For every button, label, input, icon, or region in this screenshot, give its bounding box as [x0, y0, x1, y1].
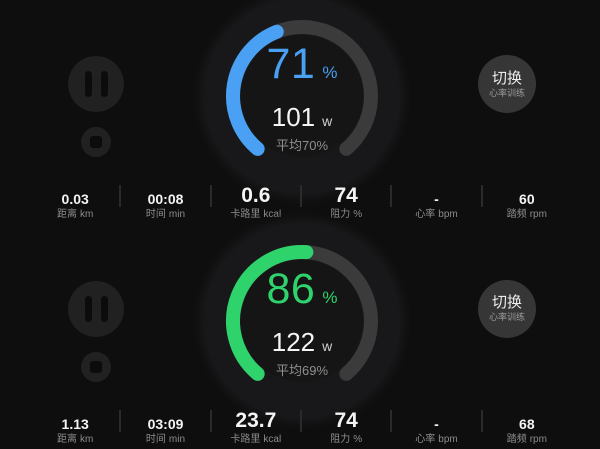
- switch-label: 切换: [491, 69, 522, 87]
- stats-row: 0.03 距离 km 00:08 时间 min 0.6 卡路里 kcal 74 阻力%…: [30, 184, 572, 222]
- gauge-progress-arc: [226, 244, 314, 381]
- power-gauge-ring: [226, 20, 378, 157]
- stop-button[interactable]: [81, 351, 111, 382]
- stat-cadence: 68 踏频 rpm: [480, 409, 572, 447]
- switch-mode-button[interactable]: 切换 心率训练: [478, 55, 536, 113]
- stat-heart-rate: - 心率 bpm: [390, 409, 481, 447]
- stop-icon: [90, 360, 102, 373]
- stat-heart-rate: - 心率 bpm: [390, 184, 481, 222]
- pause-icon: [100, 71, 108, 97]
- pause-icon: [84, 71, 92, 97]
- stat-time: 00:08 时间 min: [119, 184, 210, 222]
- stat-distance: 1.13 距离 km: [56, 415, 94, 445]
- workout-panel-bottom: 86 % 122 w 平均69% 切换 心率训练 1.13 距离 km 03:09…: [0, 210, 600, 449]
- gauge-progress-arc: [226, 24, 284, 156]
- pause-icon: [84, 295, 92, 322]
- transport-controls: [68, 280, 124, 382]
- switch-sublabel: 心率训练: [488, 312, 525, 322]
- stat-distance: 0.03 距离 km: [56, 191, 94, 220]
- stats-row: 1.13 距离 km 03:09 时间 min 23.7 卡路里 kcal 74 阻力…: [30, 409, 572, 447]
- power-gauge: 86 % 122 w 平均69%: [192, 210, 412, 431]
- stat-time: 03:09 时间 min: [119, 409, 210, 447]
- switch-mode-button[interactable]: 切换 心率训练: [478, 279, 536, 338]
- stop-button[interactable]: [81, 127, 111, 157]
- gauge-inner-disc: [241, 35, 363, 157]
- switch-label: 切换: [491, 294, 522, 311]
- power-gauge-ring: [226, 244, 378, 382]
- pause-button[interactable]: [68, 56, 124, 112]
- workout-panel-top: 71 % 101 w 平均70% 切换 心率训练 0.03 距离 km 00:08…: [30, 0, 572, 222]
- switch-sublabel: 心率训练: [488, 87, 525, 98]
- stat-resistance: 74 阻力%: [299, 409, 391, 447]
- gauge-inner-disc: [241, 259, 363, 382]
- stop-icon: [90, 136, 102, 148]
- pause-button[interactable]: [68, 280, 124, 337]
- stat-calories: 23.7 卡路里 kcal: [209, 409, 301, 447]
- stat-cadence: 60 踏频 rpm: [480, 184, 572, 222]
- pause-icon: [100, 295, 108, 322]
- transport-controls: [68, 56, 124, 157]
- power-gauge: 71 % 101 w 平均70%: [192, 0, 412, 206]
- stat-resistance: 74 阻力%: [299, 184, 391, 222]
